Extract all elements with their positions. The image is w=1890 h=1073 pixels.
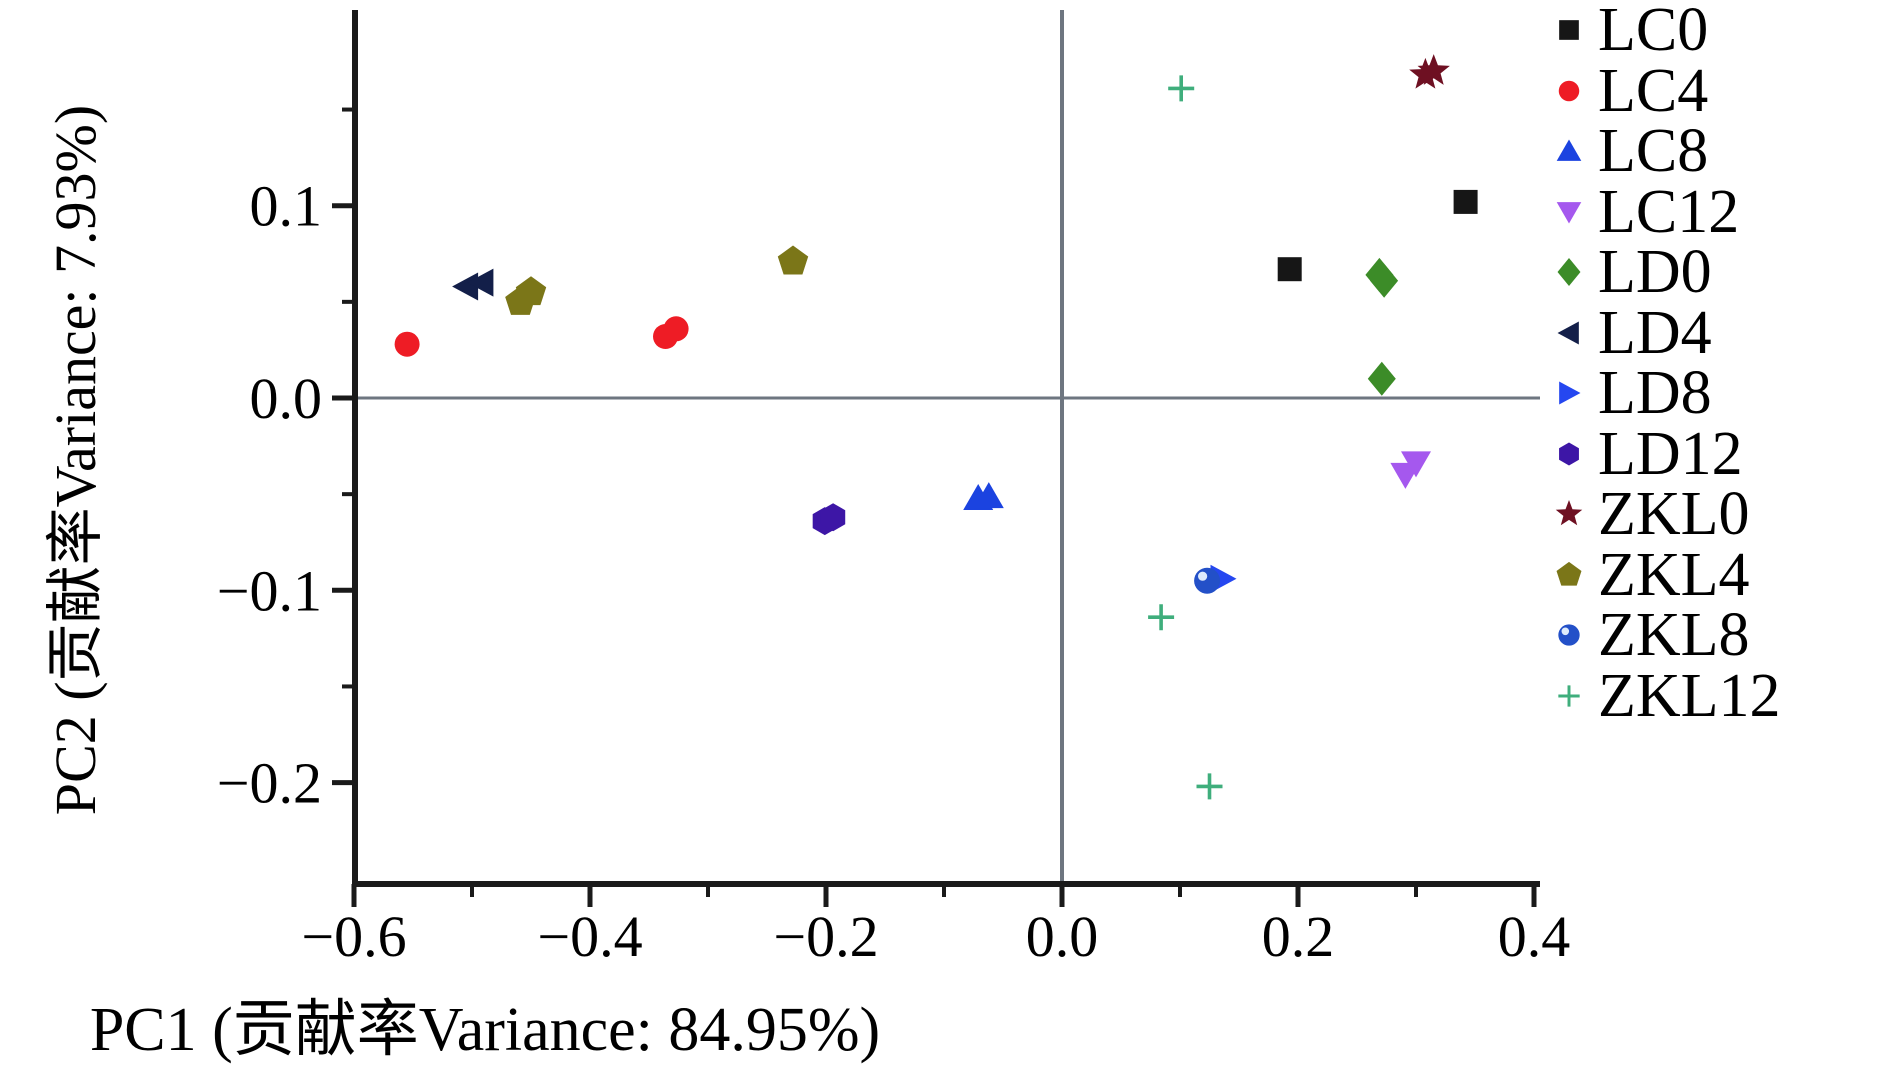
legend-item-LD8: LD8 (1547, 359, 1781, 428)
data-point-LD0 (1370, 263, 1399, 298)
legend-label: ZKL8 (1598, 601, 1750, 670)
x-axis-title-text: PC1 (贡献率Variance: 84.95%) (89, 996, 881, 1064)
legend-item-ZKL12: ZKL12 (1547, 661, 1781, 730)
y-tick-label: −0.2 (217, 751, 322, 816)
y-axis-title-text: PC2 (贡献率Variance: 7.93%) (43, 104, 108, 816)
x-tick-label: 0.2 (1262, 904, 1335, 969)
x-tick-label: 0.0 (1026, 904, 1099, 969)
y-tick-label: 0.0 (250, 366, 323, 431)
data-point-LC0 (1277, 257, 1302, 282)
data-point-LC8 (973, 482, 1004, 509)
triangle-up-legend-icon (1556, 139, 1582, 162)
legend-label: ZKL0 (1598, 480, 1750, 549)
legend-label: LD0 (1598, 238, 1712, 307)
legend-item-LD4: LD4 (1547, 298, 1781, 367)
legend-label: LC12 (1598, 177, 1740, 246)
plus-legend-icon (1558, 685, 1580, 707)
legend-label: LC8 (1598, 117, 1709, 186)
legend-item-ZKL4: ZKL4 (1547, 540, 1781, 609)
triangle-right-legend-icon (1559, 381, 1581, 405)
data-point-ZKL12 (1196, 773, 1223, 800)
x-tick-label: −0.2 (773, 904, 878, 969)
data-point-LD4 (467, 268, 494, 297)
data-point-LC0 (1453, 189, 1478, 214)
data-point-LD0 (1367, 361, 1396, 396)
legend-label: LC4 (1598, 56, 1709, 125)
legend-label: ZKL12 (1598, 661, 1781, 730)
legend-item-LC12: LC12 (1547, 177, 1781, 246)
legend-item-ZKL0: ZKL0 (1547, 480, 1781, 549)
legend-item-LD0: LD0 (1547, 238, 1781, 307)
diamond-legend-icon (1557, 258, 1581, 287)
data-point-ZKL12 (1148, 604, 1175, 631)
y-axis-title: PC2 (贡献率Variance: 7.93%) (28, 80, 112, 840)
data-point-ZKL12 (1168, 75, 1195, 102)
data-point-LC12 (1401, 451, 1431, 478)
legend-item-LC0: LC0 (1547, 0, 1781, 61)
legend-item-ZKL8: ZKL8 (1547, 601, 1781, 670)
data-point-ZKL8 (1194, 567, 1221, 594)
data-point-LC4 (663, 316, 689, 342)
sphere-legend-icon (1558, 624, 1580, 646)
square-legend-icon (1559, 20, 1579, 41)
triangle-left-legend-icon (1557, 321, 1579, 345)
legend-item-LC8: LC8 (1547, 117, 1781, 186)
legend-item-LC4: LC4 (1547, 56, 1781, 125)
legend-item-LD12: LD12 (1547, 419, 1781, 488)
legend-label: LC0 (1598, 0, 1709, 65)
data-point-ZKL0 (1417, 54, 1450, 85)
legend-label: LD12 (1598, 419, 1743, 488)
data-point-ZKL0 (1409, 57, 1442, 89)
circle-legend-icon (1558, 80, 1580, 101)
legend-label: LD4 (1598, 298, 1712, 367)
pentagon-legend-icon (1556, 561, 1582, 586)
data-point-ZKL4 (777, 245, 809, 275)
data-point-ZKL4 (515, 276, 547, 306)
star-legend-icon (1555, 500, 1583, 526)
data-point-LC4 (394, 331, 420, 357)
triangle-down-legend-icon (1556, 201, 1582, 224)
legend: LC0 LC4 LC8 LC12 LD0 LD4 LD8 LD12 ZKL0 ZKL4 ZKL8 ZK… (1547, 0, 1781, 730)
y-tick-label: 0.1 (250, 174, 323, 239)
x-axis-title: PC1 (贡献率Variance: 84.95%) (0, 978, 1890, 1068)
legend-label: LD8 (1598, 359, 1712, 428)
hexagon-legend-icon (1559, 442, 1579, 466)
legend-label: ZKL4 (1598, 540, 1750, 609)
x-tick-label: 0.4 (1498, 904, 1571, 969)
x-tick-label: −0.4 (537, 904, 642, 969)
x-tick-label: −0.6 (301, 904, 406, 969)
data-point-LD4 (452, 272, 479, 301)
y-tick-label: −0.1 (217, 558, 322, 623)
data-point-LD12 (820, 503, 846, 532)
